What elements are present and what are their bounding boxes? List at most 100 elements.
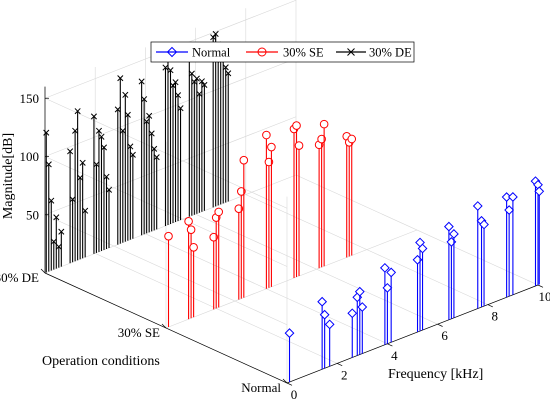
series-30-de <box>43 30 232 273</box>
stem-marker-30-de <box>119 127 126 134</box>
stem-marker-30-de <box>225 70 232 77</box>
stem-marker-normal <box>317 296 328 307</box>
stem-marker-30-de <box>210 34 217 41</box>
legend-label-30de: 30% DE <box>369 46 412 60</box>
stem-marker-normal <box>449 229 459 239</box>
y-axis-label: Operation conditions <box>42 354 160 369</box>
stem-marker-30-de <box>69 196 76 203</box>
stem-marker-30-de <box>55 243 62 250</box>
data-series <box>43 30 545 383</box>
y-tick-mark <box>282 378 288 384</box>
x-tick-label: 10 <box>539 289 550 304</box>
x-tick-label: 8 <box>492 309 499 324</box>
y-tick-label: Normal <box>241 380 281 395</box>
x-tick-label: 4 <box>391 348 398 363</box>
stem-marker-normal <box>534 186 545 197</box>
stem-marker-30-de <box>169 82 177 89</box>
stem-marker-normal <box>319 309 330 320</box>
stem-marker-normal <box>386 267 397 278</box>
stem-marker-30-se <box>239 155 249 165</box>
y-tick-mark <box>40 268 46 274</box>
x-tick-mark <box>537 284 544 288</box>
x-tick-label: 2 <box>341 367 348 382</box>
stem-marker-30-de <box>222 64 229 71</box>
stem-marker-30-se <box>262 130 271 140</box>
stem-marker-30-de <box>196 90 203 97</box>
stem-marker-30-de <box>138 78 145 85</box>
stem-marker-normal <box>357 302 368 312</box>
stem-marker-30-de <box>193 75 200 82</box>
grid-floor-y-1 <box>165 229 418 329</box>
stem-marker-30-de <box>79 159 86 166</box>
series-normal <box>284 176 545 383</box>
stem-marker-30-se <box>164 231 173 241</box>
z-tick-label: 100 <box>20 149 40 164</box>
stem-marker-30-de <box>148 130 155 137</box>
stem-marker-30-se <box>234 204 244 214</box>
x-tick-mark <box>487 304 493 308</box>
stem-marker-30-de <box>98 133 105 140</box>
y-tick-mark <box>161 323 167 329</box>
stem-marker-30-de <box>143 118 150 125</box>
stem-marker-30-de <box>153 154 160 161</box>
stem-marker-30-de <box>93 161 100 168</box>
stem-marker-normal <box>382 282 393 293</box>
stem-marker-normal <box>324 319 335 330</box>
stem-marker-30-de <box>127 143 134 150</box>
stem-marker-30-de <box>117 75 124 82</box>
stem-marker-30-de <box>48 197 55 204</box>
stem-marker-30-de <box>151 145 158 152</box>
stem-marker-30-de <box>174 92 182 99</box>
x-tick-label: 6 <box>441 328 448 343</box>
stem-marker-30-de <box>167 67 174 74</box>
stem-marker-normal <box>504 205 515 215</box>
stem-marker-30-de <box>50 238 57 245</box>
stem-marker-30-de <box>45 161 52 168</box>
stem-marker-normal <box>347 308 358 319</box>
stem-marker-30-se <box>237 187 246 196</box>
stem-marker-30-de <box>201 81 208 89</box>
stem-marker-30-se <box>267 142 276 152</box>
y-tick-label: 30% DE <box>0 270 39 285</box>
x-tick-mark <box>337 363 343 367</box>
stem-marker-30-de <box>141 96 148 103</box>
stem-marker-30-de <box>58 228 65 235</box>
legend-item-normal: Normal <box>156 46 231 60</box>
legend-label-normal: Normal <box>192 46 231 60</box>
stem-marker-normal <box>354 286 365 297</box>
stem-marker-normal <box>479 219 489 230</box>
stem-marker-30-de <box>90 113 97 120</box>
z-axis-label: Magnitude[dB] <box>1 133 16 219</box>
x-tick-mark <box>437 323 443 327</box>
x-tick-mark <box>286 382 293 386</box>
stem-marker-normal <box>284 328 295 338</box>
stem-marker-30-se <box>319 119 329 129</box>
stem-marker-30-se <box>186 225 196 234</box>
stem-marker-30-se <box>189 243 198 252</box>
stem-marker-30-se <box>292 121 301 130</box>
stem-marker-30-de <box>74 108 81 115</box>
x-tick-mark <box>387 343 393 347</box>
stem-marker-30-de <box>100 144 108 151</box>
legend-marker-30de <box>347 48 355 56</box>
stem-marker-30-de <box>103 173 110 180</box>
stem-marker-30-se <box>264 157 274 167</box>
stem-marker-30-de <box>95 127 103 134</box>
stem-marker-30-de <box>114 106 121 113</box>
stem-marker-normal <box>507 192 518 202</box>
stem-marker-30-se <box>317 134 326 144</box>
stem-marker-30-de <box>177 105 184 112</box>
stem-marker-normal <box>443 221 454 232</box>
stem-marker-30-se <box>347 134 357 144</box>
stem-marker-30-de <box>72 127 79 134</box>
legend-marker-normal <box>166 46 178 58</box>
y-tick-label: 30% SE <box>118 325 160 340</box>
series-30-se <box>164 119 357 328</box>
stem-marker-normal <box>417 243 428 254</box>
stem-marker-30-se <box>214 207 224 217</box>
legend-item-30se: 30% SE <box>246 46 324 60</box>
stem-marker-30-de <box>124 111 131 118</box>
legend-box <box>150 41 415 63</box>
stem-marker-30-de <box>122 91 129 98</box>
stem-marker-30-de <box>191 78 198 85</box>
